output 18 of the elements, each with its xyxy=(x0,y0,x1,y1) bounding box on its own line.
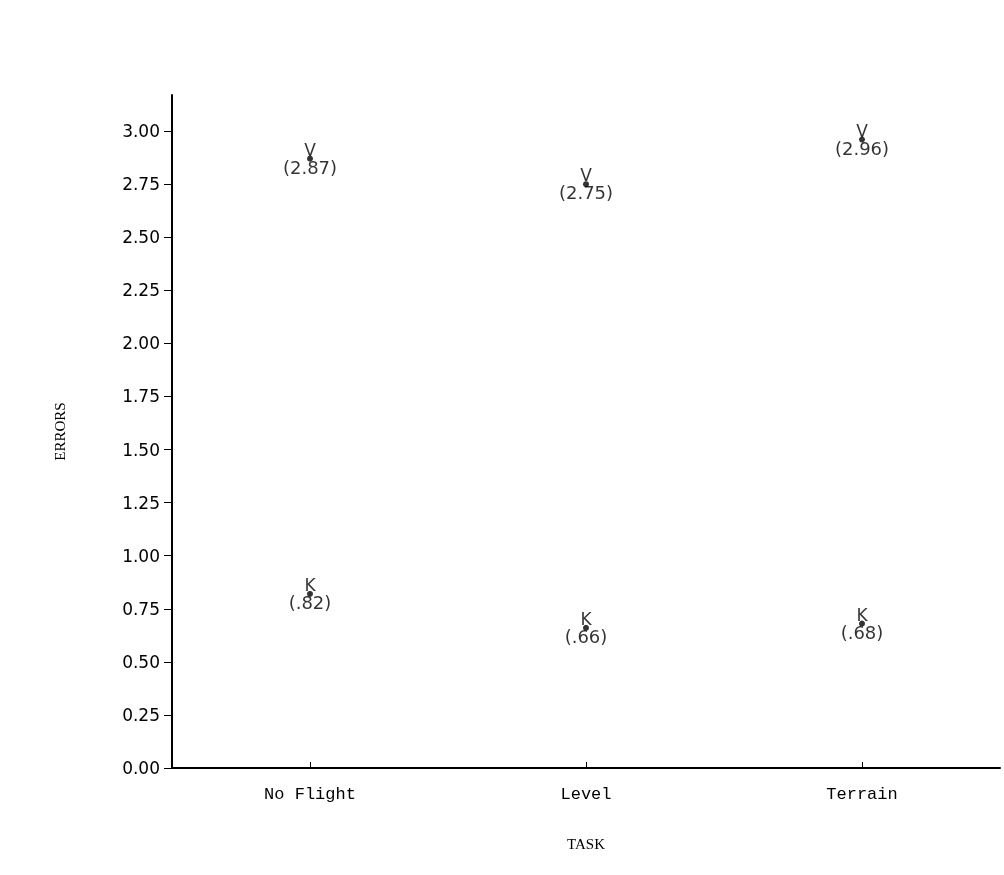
y-tick-label: 1.75 xyxy=(122,386,160,407)
y-tick-label: 2.50 xyxy=(122,227,160,248)
x-tick-label: Terrain xyxy=(826,785,898,804)
y-tick-label: 2.25 xyxy=(122,280,160,301)
y-axis-title: ERRORS xyxy=(51,402,68,461)
y-tick-label: 2.00 xyxy=(122,333,160,354)
y-tick-label: 2.75 xyxy=(122,174,160,195)
x-tick-label: No Flight xyxy=(264,785,356,804)
y-tick-label: 1.50 xyxy=(122,439,160,460)
y-tick-label: 1.00 xyxy=(122,545,160,566)
y-tick-label: 0.75 xyxy=(122,598,160,619)
y-tick-label: 0.50 xyxy=(122,651,160,672)
x-axis-title: TASK xyxy=(567,835,606,852)
y-tick-label: 0.00 xyxy=(122,758,160,778)
x-tick-label: Level xyxy=(560,785,612,804)
y-tick-label: 3.00 xyxy=(122,121,160,142)
y-tick-label: 0.25 xyxy=(122,704,160,725)
y-tick-label: 1.25 xyxy=(122,492,160,513)
